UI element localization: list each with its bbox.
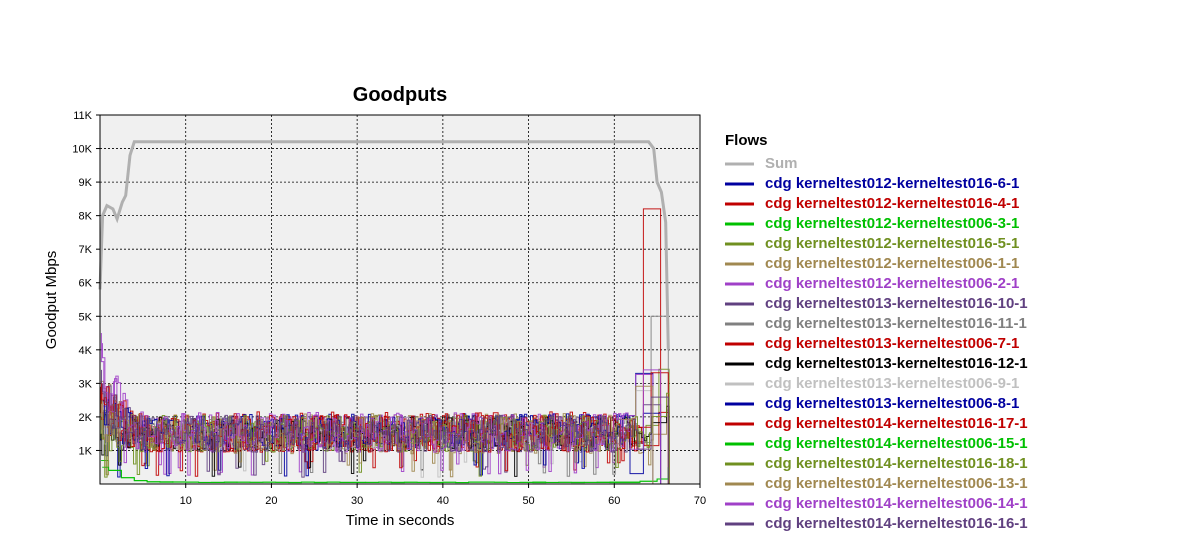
flow-series-line [102,383,669,484]
legend-entry-label: cdg kerneltest012-kerneltest006-1-1 [765,255,1019,272]
x-tick-label: 40 [437,495,449,507]
y-tick-label: 2K [79,412,93,424]
legend-entry-label: cdg kerneltest014-kerneltest016-18-1 [765,455,1028,472]
y-tick-label: 11K [73,110,92,122]
legend-entry-label: cdg kerneltest012-kerneltest006-2-1 [765,275,1019,292]
legend-entry-label: cdg kerneltest012-kerneltest016-5-1 [765,235,1019,252]
y-tick-label: 6K [79,278,93,290]
plot-area: 10 20 30 40 50 60 70 1K 2K 3K 4K 5K 6K 7K 8K 9K 10K 11K [72,110,706,507]
series-layer [98,140,670,484]
legend-entry-label: cdg kerneltest014-kerneltest006-13-1 [765,475,1028,492]
legend-entry-label: cdg kerneltest014-kerneltest016-16-1 [765,515,1028,532]
legend-entry-label: cdg kerneltest013-kerneltest006-9-1 [765,375,1019,392]
legend-entry-label: cdg kerneltest012-kerneltest016-6-1 [765,175,1019,192]
legend-title: Flows [725,132,768,149]
x-axis-label: Time in seconds [346,512,455,529]
x-tick-label: 10 [180,495,192,507]
legend-entry-label: cdg kerneltest014-kerneltest006-15-1 [765,435,1028,452]
legend-entry-label: cdg kerneltest013-kerneltest006-7-1 [765,335,1019,352]
legend-entry-label: cdg kerneltest014-kerneltest006-14-1 [765,495,1028,512]
legend-entry-label: cdg kerneltest013-kerneltest016-10-1 [765,295,1028,312]
plot-frame [99,114,701,485]
y-tick-label: 5K [79,311,93,323]
y-axis-label: Goodput Mbps [43,251,60,349]
legend-entry-label: cdg kerneltest012-kerneltest016-4-1 [765,195,1019,212]
legend-entry-label: cdg kerneltest014-kerneltest016-17-1 [765,415,1028,432]
legend-entry-label: cdg kerneltest013-kerneltest016-12-1 [765,355,1028,372]
x-tick-label: 30 [351,495,363,507]
legend-entry-label: cdg kerneltest013-kerneltest016-11-1 [765,315,1027,332]
sum-series-line [98,140,670,350]
y-tick-label: 1K [79,445,93,457]
y-tick-label: 8K [79,211,93,223]
y-tick-label: 4K [79,345,93,357]
legend-entry-label: cdg kerneltest012-kerneltest006-3-1 [765,215,1019,232]
y-tick-label: 3K [79,378,93,390]
legend-entry-label: Sum [765,155,798,172]
axis-ticks: 10 20 30 40 50 60 70 1K 2K 3K 4K 5K 6K 7K 8K 9K 10K 11K [72,110,706,507]
x-tick-label: 50 [522,495,534,507]
y-tick-label: 10K [72,144,92,156]
legend-entry-label: cdg kerneltest013-kerneltest006-8-1 [765,395,1019,412]
grid-lines [100,114,701,484]
x-tick-label: 60 [608,495,620,507]
x-tick-label: 20 [265,495,277,507]
y-tick-label: 9K [79,177,93,189]
flow-series-line [102,466,669,484]
y-tick-label: 7K [79,244,93,256]
x-tick-label: 70 [694,495,706,507]
chart-title: Goodputs [353,84,447,106]
legend: Flows Sum cdg kerneltest012-kerneltest016… [725,132,1028,532]
